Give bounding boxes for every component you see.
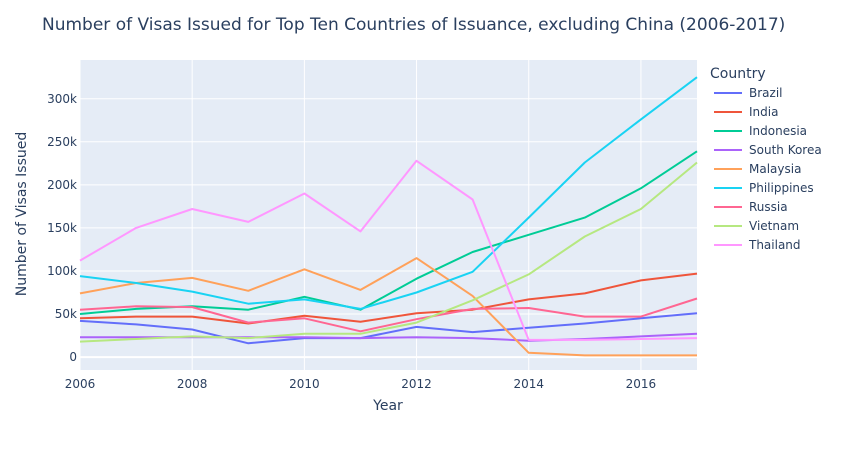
series-line-philippines — [79, 76, 698, 310]
x-tick-label: 2010 — [289, 377, 320, 391]
y-tick-label: 200k — [47, 178, 77, 192]
legend-item-vietnam[interactable]: Vietnam — [714, 219, 799, 233]
legend-label: South Korea — [749, 143, 822, 157]
legend-item-india[interactable]: India — [714, 105, 778, 119]
legend: Country Brazil India Indonesia South Korea M… — [710, 66, 822, 252]
y-axis-ticks: 0 50k 100k 150k 200k 250k 300k — [47, 92, 77, 364]
y-tick-label: 0 — [69, 350, 77, 364]
x-tick-label: 2006 — [65, 377, 96, 391]
x-axis-ticks: 2006 2008 2010 2012 2014 2016 — [65, 377, 656, 391]
series-lines — [79, 76, 698, 357]
series-line-thailand — [79, 159, 698, 341]
series-line-brazil — [79, 312, 698, 345]
legend-label: Brazil — [749, 86, 783, 100]
y-tick-label: 150k — [47, 221, 77, 235]
legend-item-south-korea[interactable]: South Korea — [714, 143, 822, 157]
legend-label: Malaysia — [749, 162, 801, 176]
series-line-russia — [79, 297, 698, 333]
series-line-india — [79, 272, 698, 325]
gridlines — [79, 60, 697, 370]
legend-item-russia[interactable]: Russia — [714, 200, 788, 214]
legend-item-indonesia[interactable]: Indonesia — [714, 124, 807, 138]
legend-title: Country — [710, 66, 766, 82]
x-axis-title: Year — [372, 398, 403, 414]
y-axis-title: Number of Visas Issued — [14, 132, 30, 297]
x-tick-label: 2016 — [626, 377, 657, 391]
x-tick-label: 2012 — [401, 377, 432, 391]
legend-label: India — [749, 105, 778, 119]
legend-label: Indonesia — [749, 124, 807, 138]
y-tick-label: 300k — [47, 92, 77, 106]
y-tick-label: 100k — [47, 264, 77, 278]
legend-item-brazil[interactable]: Brazil — [714, 86, 783, 100]
legend-item-malaysia[interactable]: Malaysia — [714, 162, 801, 176]
x-tick-label: 2014 — [513, 377, 544, 391]
legend-item-philippines[interactable]: Philippines — [714, 181, 814, 195]
series-line-vietnam — [79, 161, 698, 343]
series-line-malaysia — [79, 257, 697, 357]
legend-item-thailand[interactable]: Thailand — [714, 238, 801, 252]
chart-title: Number of Visas Issued for Top Ten Count… — [42, 15, 785, 35]
legend-label: Russia — [749, 200, 788, 214]
legend-label: Philippines — [749, 181, 814, 195]
legend-label: Vietnam — [749, 219, 799, 233]
legend-label: Thailand — [748, 238, 801, 252]
x-tick-label: 2008 — [177, 377, 208, 391]
y-tick-label: 250k — [47, 135, 77, 149]
y-tick-label: 50k — [55, 307, 77, 321]
